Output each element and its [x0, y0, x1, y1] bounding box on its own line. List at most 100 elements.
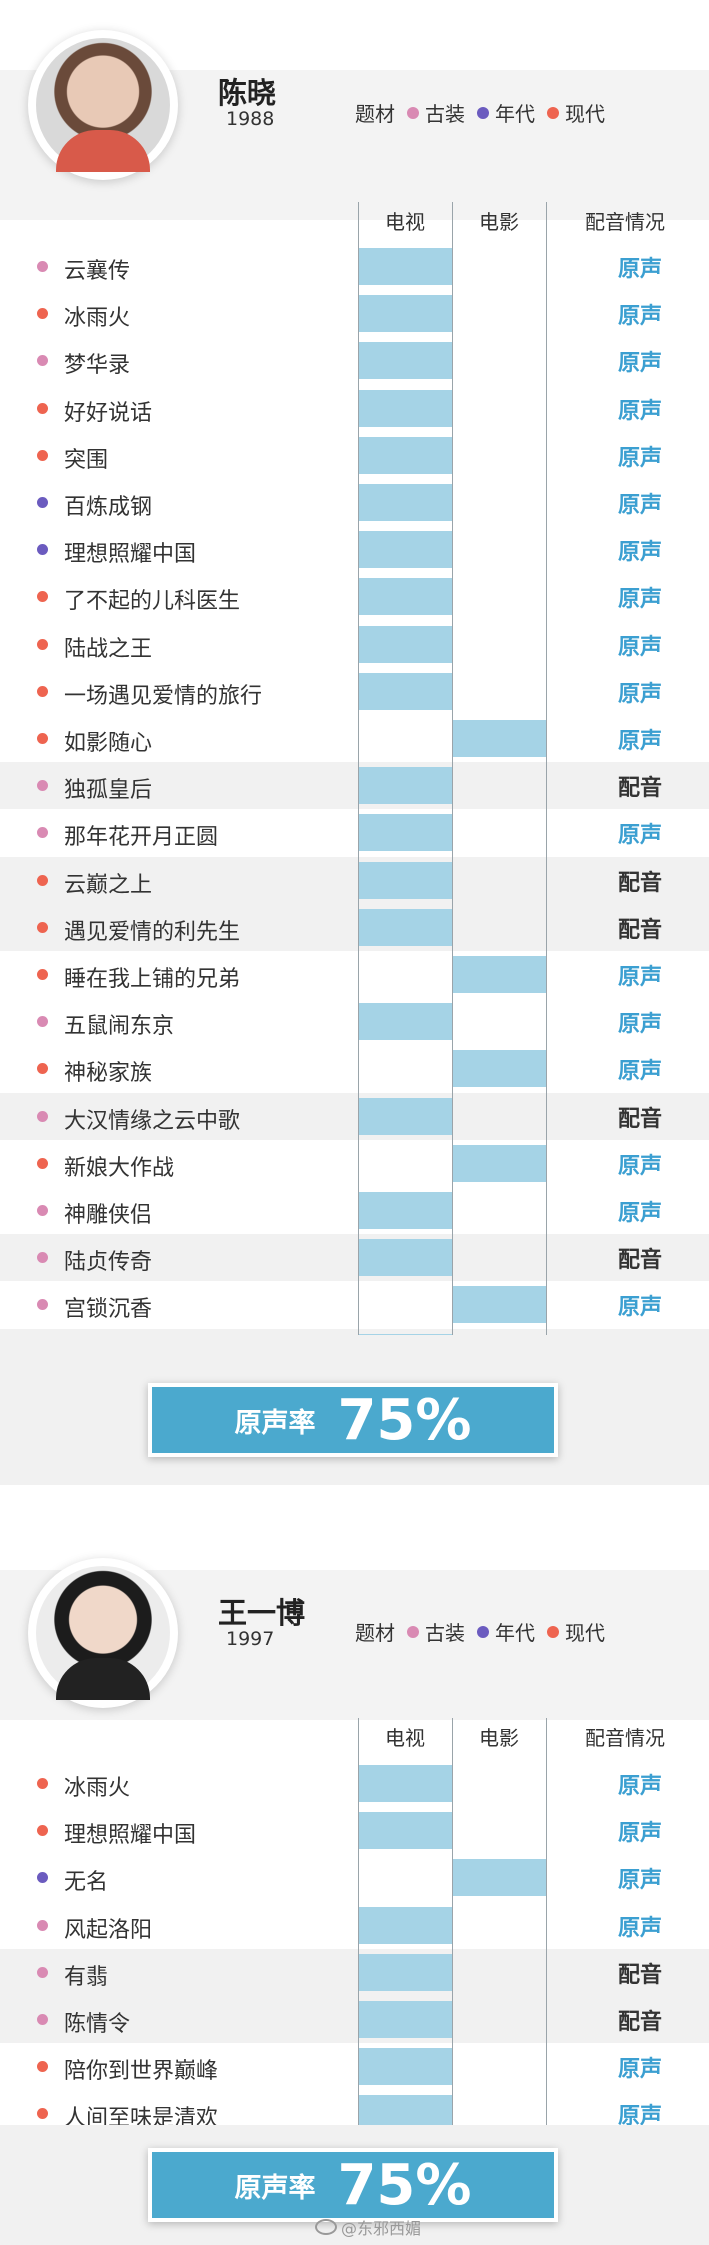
tv-bar [358, 342, 452, 380]
legend-item: 现代 [547, 1617, 605, 1646]
tv-bar [358, 1765, 452, 1802]
genre-dot [37, 1825, 48, 1837]
work-title: 一场遇见爱情的旅行 [64, 683, 263, 709]
film-bar [452, 1050, 546, 1088]
genre-dot [37, 1063, 48, 1075]
dub-status: 原声 [617, 351, 662, 377]
person-name: 王一博 [218, 1596, 306, 1630]
work-title: 独孤皇后 [64, 778, 153, 804]
genre-dot [37, 1872, 48, 1884]
table-row: 新娘大作战 原声 [0, 1140, 709, 1187]
dub-status: 原声 [617, 1774, 662, 1799]
genre-dot [37, 969, 48, 980]
genre-dot [37, 733, 48, 744]
column-header-dub: 配音情况 [585, 210, 665, 234]
work-title: 了不起的儿科医生 [64, 589, 241, 615]
work-title: 五鼠闹东京 [64, 1014, 175, 1040]
column-divider [358, 1718, 359, 2138]
dub-status: 原声 [617, 1915, 662, 1941]
genre-legend: 题材 古装 年代 现代 [355, 1617, 605, 1646]
dub-status: 原声 [617, 1153, 662, 1179]
genre-dot [37, 1919, 48, 1931]
genre-dot [37, 1966, 48, 1978]
legend-item: 年代 [477, 98, 535, 127]
column-header-film: 电影 [479, 1726, 519, 1750]
dub-status: 原声 [617, 965, 662, 990]
avatar [28, 1558, 178, 1708]
table-row: 如影随心 原声 [0, 715, 709, 762]
table-row: 无名 原声 [0, 1854, 709, 1901]
work-title: 神秘家族 [64, 1061, 153, 1087]
table-row: 宫锁沉香 原声 [0, 1281, 709, 1328]
work-title: 陆战之王 [64, 636, 153, 662]
tv-bar [358, 2048, 452, 2086]
rate-label: 原声率 [234, 2172, 316, 2204]
genre-dot [37, 402, 48, 414]
table-row: 陆贞传奇 配音 [0, 1234, 709, 1282]
work-title: 梦华录 [64, 353, 131, 379]
work-title: 那年花开月正圆 [64, 825, 219, 851]
table-row: 冰雨火 原声 [0, 1760, 709, 1807]
tv-bar [358, 578, 452, 616]
work-title: 百炼成钢 [64, 495, 153, 520]
legend-label: 题材 [355, 1621, 395, 1645]
work-title: 冰雨火 [64, 306, 131, 332]
legend-dot [407, 1625, 419, 1638]
tv-bar [358, 861, 452, 899]
column-divider [452, 202, 453, 1376]
work-title: 理想照耀中国 [64, 1823, 197, 1849]
table-row: 陆战之王 原声 [0, 621, 709, 668]
genre-dot [37, 261, 48, 272]
table-row: 神雕侠侣 原声 [0, 1187, 709, 1234]
genre-dot [37, 874, 48, 886]
genre-dot [37, 1778, 48, 1789]
work-title: 神雕侠侣 [64, 1203, 153, 1228]
genre-dot [37, 1157, 48, 1169]
legend-dot [547, 106, 559, 119]
film-bar [452, 956, 546, 993]
table-row: 理想照耀中国 原声 [0, 526, 709, 573]
avatar-shoulders [56, 130, 150, 172]
dub-status: 原声 [617, 398, 662, 424]
dub-status: 原声 [617, 493, 662, 518]
column-header-tv: 电视 [385, 1726, 425, 1750]
rate-value: 75% [337, 1387, 472, 1453]
dub-status: 原声 [617, 2057, 662, 2083]
avatar-shoulders [56, 1658, 150, 1700]
genre-dot [37, 1252, 48, 1264]
genre-dot [37, 1299, 48, 1311]
dub-status: 配音 [617, 2010, 662, 2035]
film-bar [452, 720, 546, 757]
legend-item-label: 现代 [565, 1621, 605, 1645]
legend-item-label: 古装 [425, 102, 465, 126]
table-row: 五鼠闹东京 原声 [0, 998, 709, 1045]
dub-status: 原声 [617, 540, 662, 566]
dub-status: 原声 [617, 1821, 662, 1847]
legend-item-label: 古装 [425, 1621, 465, 1645]
legend-dot [477, 1625, 489, 1638]
tv-bar [358, 531, 452, 569]
work-title: 陪你到世界巅峰 [64, 2059, 219, 2085]
dub-status: 原声 [617, 1059, 662, 1085]
original-voice-rate: 原声率 75% [148, 1383, 558, 1457]
genre-dot [37, 921, 48, 933]
genre-dot [37, 544, 48, 556]
work-title: 新娘大作战 [64, 1155, 175, 1181]
dub-status: 原声 [617, 1012, 662, 1038]
genre-dot [37, 1110, 48, 1122]
work-title: 如影随心 [64, 731, 153, 756]
column-header-film: 电影 [479, 210, 519, 234]
table-row: 陪你到世界巅峰 原声 [0, 2043, 709, 2090]
table-row: 好好说话 原声 [0, 385, 709, 432]
genre-dot [37, 1205, 48, 1216]
tv-bar [358, 908, 452, 946]
table-row: 风起洛阳 原声 [0, 1902, 709, 1949]
rate-label: 原声率 [234, 1407, 316, 1439]
tv-bar [358, 295, 452, 333]
dub-status: 原声 [617, 445, 662, 471]
genre-dot [37, 591, 48, 603]
tv-bar [358, 1953, 452, 1991]
dub-status: 配音 [617, 917, 662, 943]
table-row: 了不起的儿科医生 原声 [0, 573, 709, 620]
legend-item: 古装 [407, 1617, 465, 1646]
